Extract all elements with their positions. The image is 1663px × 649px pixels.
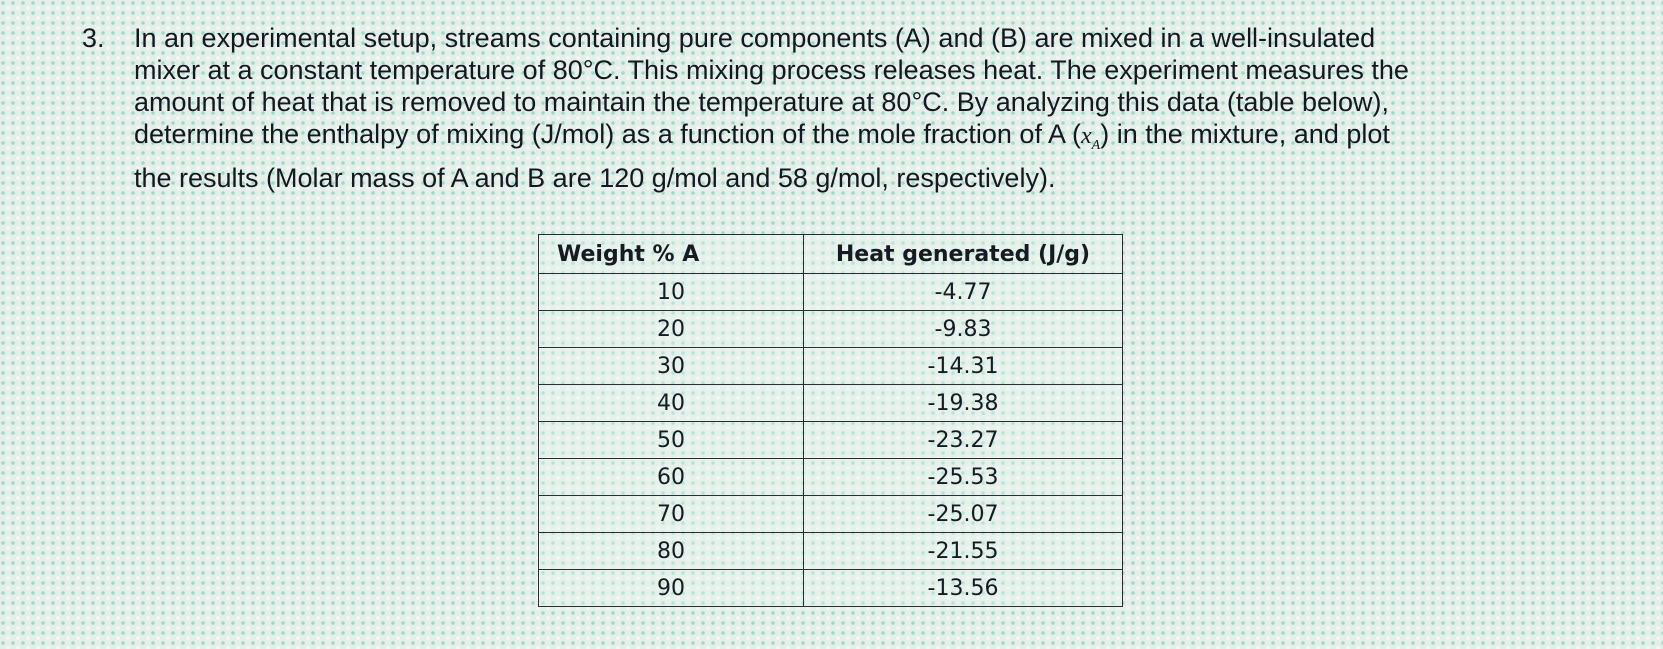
heat-cell: -19.38 xyxy=(803,384,1123,422)
problem-number: 3. xyxy=(82,23,105,53)
heat-data-table: Weight % A Heat generated (J/g) 10 -4.77… xyxy=(538,234,1123,607)
heat-cell: -4.77 xyxy=(803,273,1123,311)
mole-fraction-symbol: xA xyxy=(1081,123,1100,153)
weight-cell: 90 xyxy=(538,569,804,607)
problem-line-2: mixer at a constant temperature of 80°C.… xyxy=(134,55,1409,85)
heat-cell: -25.53 xyxy=(803,458,1123,496)
heat-cell: -14.31 xyxy=(803,347,1123,385)
table-row: 50 -23.27 xyxy=(538,421,1123,459)
problem-line-4: determine the enthalpy of mixing (J/mol)… xyxy=(134,119,1390,153)
table-row: 70 -25.07 xyxy=(538,495,1123,533)
problem-line-4-text: determine the enthalpy of mixing (J/mol)… xyxy=(134,119,1065,149)
heat-cell: -23.27 xyxy=(803,421,1123,459)
weight-cell: 80 xyxy=(538,532,804,570)
weight-cell: 10 xyxy=(538,273,804,311)
table-row: 30 -14.31 xyxy=(538,347,1123,385)
table-row: 80 -21.55 xyxy=(538,532,1123,570)
problem-text: In an experimental setup, streams contai… xyxy=(134,22,1584,194)
header-heat-generated: Heat generated (J/g) xyxy=(803,234,1123,274)
mole-fraction-subscript: A xyxy=(1091,137,1101,153)
heat-cell: -13.56 xyxy=(803,569,1123,607)
heat-cell: -9.83 xyxy=(803,310,1123,348)
heat-cell: -25.07 xyxy=(803,495,1123,533)
table-row: 10 -4.77 xyxy=(538,273,1123,311)
heat-cell: -21.55 xyxy=(803,532,1123,570)
weight-cell: 30 xyxy=(538,347,804,385)
table-row: 20 -9.83 xyxy=(538,310,1123,348)
mole-fraction-letter: x xyxy=(1081,123,1092,149)
weight-cell: 40 xyxy=(538,384,804,422)
problem-line-3: amount of heat that is removed to mainta… xyxy=(134,87,1389,117)
problem-line-1: In an experimental setup, streams contai… xyxy=(134,23,1376,53)
weight-cell: 20 xyxy=(538,310,804,348)
problem-line-4-tail: in the mixture, and plot xyxy=(1116,119,1390,149)
problem-line-5: the results (Molar mass of A and B are 1… xyxy=(134,162,1056,193)
weight-cell: 60 xyxy=(538,458,804,496)
weight-cell: 50 xyxy=(538,421,804,459)
table-row: 90 -13.56 xyxy=(538,569,1123,607)
table-header-row: Weight % A Heat generated (J/g) xyxy=(538,234,1123,274)
header-weight-percent: Weight % A xyxy=(538,234,804,274)
table-row: 40 -19.38 xyxy=(538,384,1123,422)
weight-cell: 70 xyxy=(538,495,804,533)
table-row: 60 -25.53 xyxy=(538,458,1123,496)
